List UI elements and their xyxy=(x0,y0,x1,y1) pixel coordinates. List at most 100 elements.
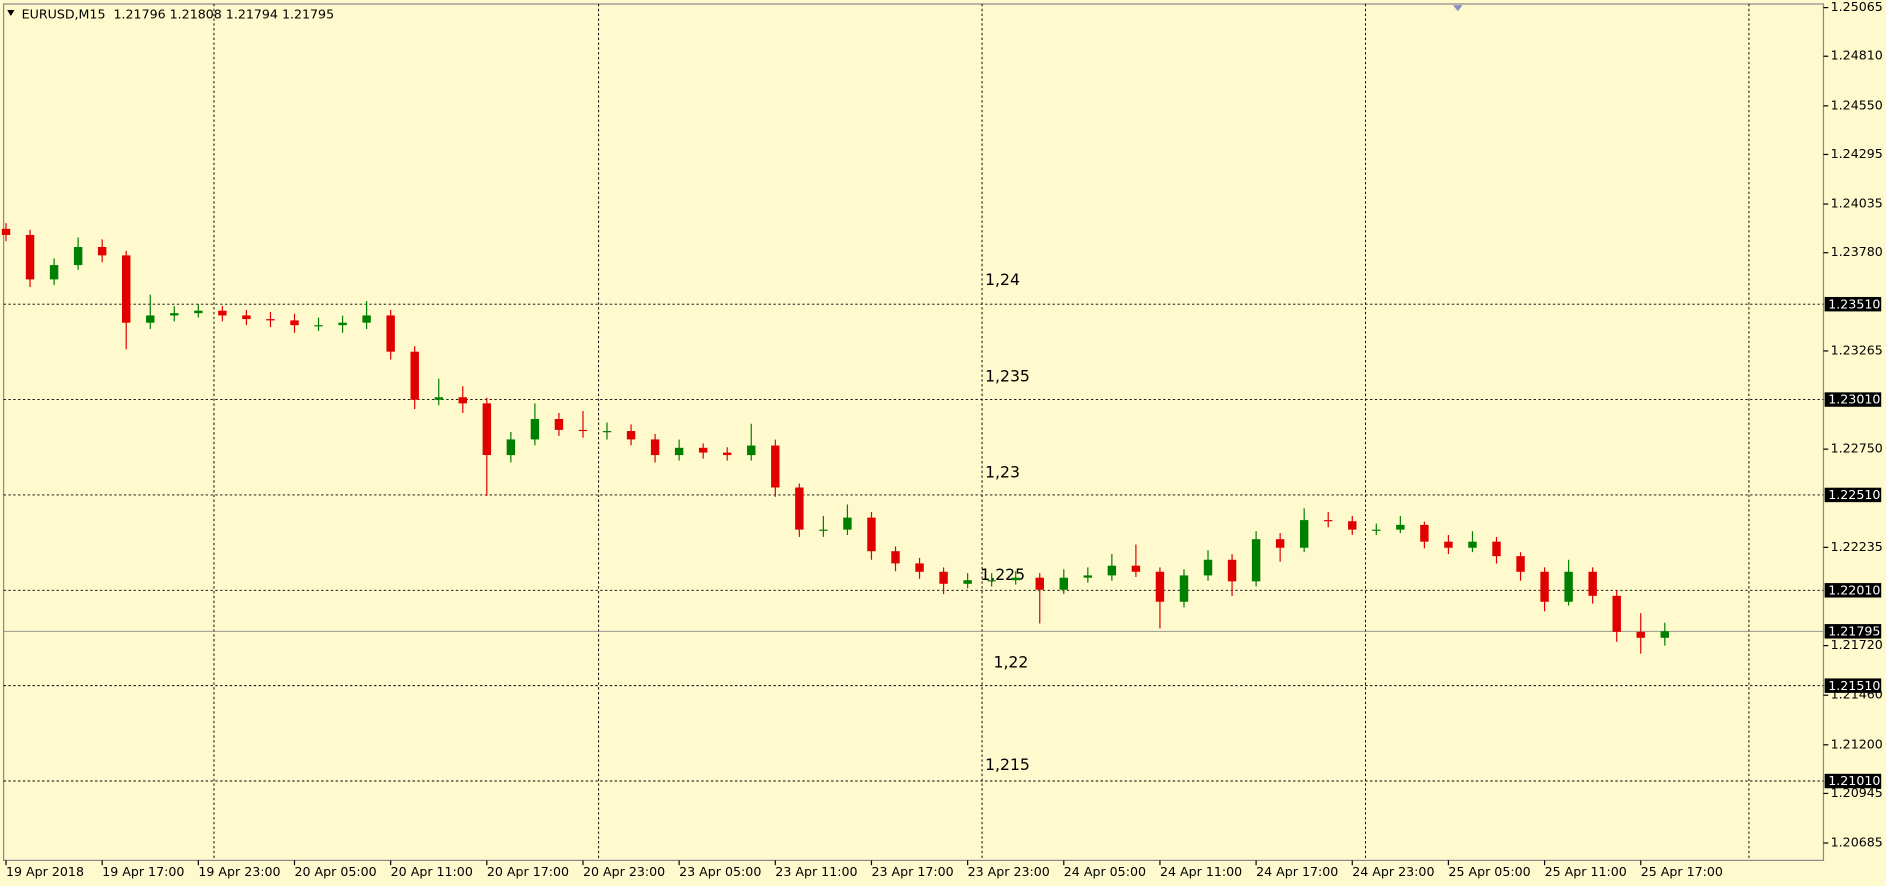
candle-body xyxy=(1660,631,1669,638)
annotation: 1,215 xyxy=(985,755,1030,774)
x-tick-label: 23 Apr 05:00 xyxy=(679,864,761,879)
candle-body xyxy=(578,429,588,432)
x-tick-label: 24 Apr 05:00 xyxy=(1064,864,1146,879)
candle-body xyxy=(362,315,371,323)
level-label: 1.22010 xyxy=(1828,582,1880,597)
level-label: 1.22510 xyxy=(1828,487,1880,502)
candle-body xyxy=(410,351,419,400)
candle-body xyxy=(1468,541,1477,548)
candle-body xyxy=(506,439,516,456)
y-tick-label: 1.24810 xyxy=(1831,48,1883,63)
candle-body xyxy=(723,452,732,456)
candle-body xyxy=(867,517,876,552)
y-tick-label: 1.23780 xyxy=(1831,244,1883,259)
candle-body xyxy=(1444,541,1453,548)
level-label-box xyxy=(1824,392,1882,407)
candle-body xyxy=(25,234,35,280)
candle-body xyxy=(891,551,900,564)
candle-body xyxy=(49,265,59,280)
candle-body xyxy=(1636,631,1645,638)
candle-body xyxy=(1612,595,1621,632)
candle-body xyxy=(266,319,275,321)
candle-body xyxy=(554,419,564,430)
x-tick-label: 24 Apr 23:00 xyxy=(1352,864,1434,879)
x-tick-label: 20 Apr 11:00 xyxy=(391,864,473,879)
level-label-box xyxy=(1824,487,1882,503)
candle-body xyxy=(73,246,83,266)
candle-body xyxy=(843,517,852,530)
candle-body xyxy=(1396,524,1405,530)
candle-body xyxy=(1083,575,1093,578)
x-tick-label: 23 Apr 23:00 xyxy=(968,864,1050,879)
candle-body xyxy=(338,322,347,326)
level-label: 1.23510 xyxy=(1828,296,1880,311)
level-label: 1.21010 xyxy=(1828,773,1880,788)
candle-body xyxy=(674,447,684,456)
candle-body xyxy=(1203,559,1213,576)
y-tick-label: 1.22750 xyxy=(1831,441,1883,456)
level-label-box xyxy=(1824,296,1882,312)
candle-body xyxy=(1516,556,1525,572)
candle-body xyxy=(963,580,972,584)
candle-body xyxy=(1155,571,1165,602)
candle-body xyxy=(771,445,780,488)
candle-body xyxy=(987,580,996,582)
x-tick-label: 20 Apr 17:00 xyxy=(487,864,569,879)
level-label-box xyxy=(1824,583,1882,598)
candle-body xyxy=(1011,577,1020,581)
candle-body xyxy=(458,397,467,404)
x-tick-label: 24 Apr 17:00 xyxy=(1256,864,1338,879)
y-tick-label: 1.22235 xyxy=(1831,539,1883,554)
candle-body xyxy=(1372,529,1381,531)
level-label-box xyxy=(1824,773,1882,789)
candle-body xyxy=(1299,520,1309,548)
annotation: 1,225 xyxy=(980,565,1025,584)
candle-body xyxy=(218,310,227,316)
candle-body xyxy=(698,447,708,453)
candle-body xyxy=(1275,539,1285,548)
y-tick-label: 1.20685 xyxy=(1831,835,1883,850)
y-tick-label: 1.20945 xyxy=(1831,785,1883,800)
y-tick-label: 1.25065 xyxy=(1831,0,1883,14)
level-label: 1.21510 xyxy=(1828,678,1880,693)
candle-body xyxy=(1059,577,1068,590)
candle-body xyxy=(1492,541,1501,557)
candle-body xyxy=(1564,571,1573,602)
annotation: 1,235 xyxy=(985,366,1030,385)
candle-body xyxy=(747,445,756,456)
y-tick-label: 1.21200 xyxy=(1831,736,1883,751)
candle-body xyxy=(915,563,924,572)
candle-body xyxy=(1227,559,1237,582)
annotation: 1,24 xyxy=(985,270,1020,289)
current-price-box xyxy=(1824,624,1882,639)
y-tick-label: 1.24295 xyxy=(1831,146,1883,161)
current-price-label: 1.21795 xyxy=(1828,623,1880,638)
level-label: 1.23010 xyxy=(1828,392,1880,407)
y-tick-label: 1.24035 xyxy=(1831,196,1883,211)
candle-body xyxy=(1107,565,1117,576)
y-tick-label: 1.24550 xyxy=(1831,97,1883,112)
chart-title: EURUSD,M15 1.21796 1.21808 1.21794 1.217… xyxy=(22,6,334,21)
x-tick-label: 23 Apr 11:00 xyxy=(775,864,857,879)
y-tick-label: 1.21720 xyxy=(1831,637,1883,652)
candle-body xyxy=(1348,521,1357,530)
candle-body xyxy=(1540,571,1549,602)
x-tick-label: 20 Apr 23:00 xyxy=(583,864,665,879)
candle-body xyxy=(530,419,540,440)
candle-body xyxy=(602,431,612,433)
candle-body xyxy=(819,529,828,531)
candle-body xyxy=(1,228,11,235)
x-tick-label: 23 Apr 17:00 xyxy=(871,864,953,879)
candle-body xyxy=(1588,571,1597,596)
x-tick-label: 19 Apr 23:00 xyxy=(198,864,280,879)
candle-body xyxy=(1131,565,1141,572)
x-tick-label: 24 Apr 11:00 xyxy=(1160,864,1242,879)
y-tick-label: 1.23265 xyxy=(1831,342,1883,357)
candle-body xyxy=(146,315,155,323)
annotation: 1,22 xyxy=(994,653,1029,672)
candle-body xyxy=(290,320,299,326)
candle-body xyxy=(1324,520,1333,522)
